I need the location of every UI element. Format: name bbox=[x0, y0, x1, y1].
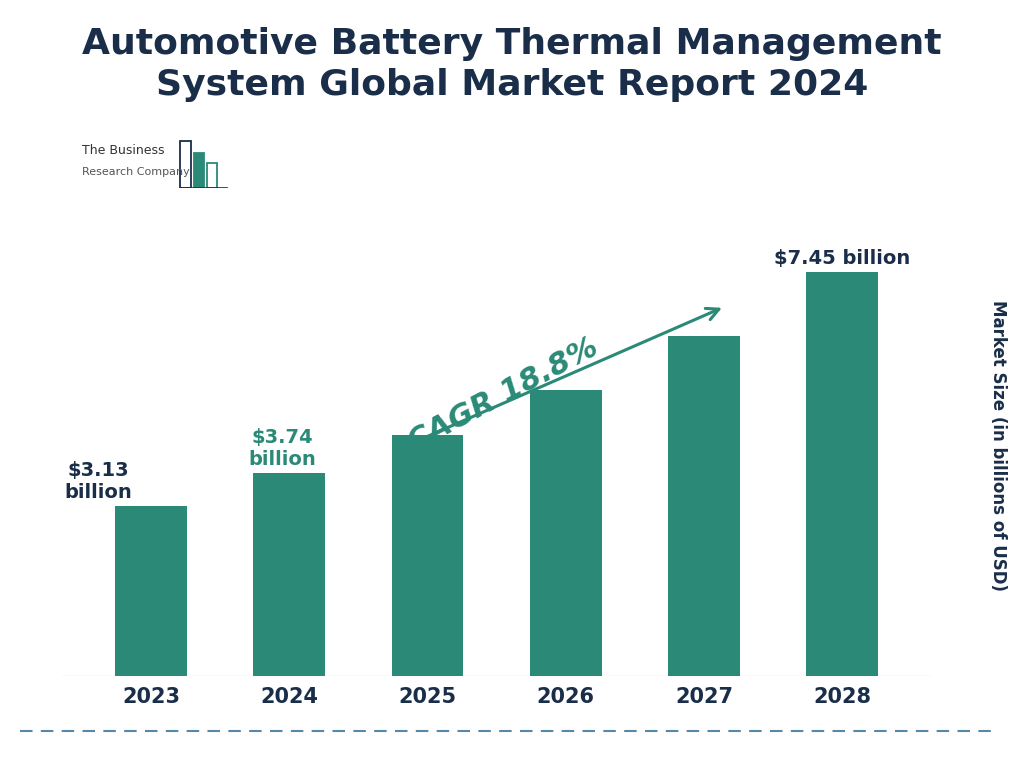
Bar bbox=[668, 336, 739, 676]
Text: CAGR 18.8%: CAGR 18.8% bbox=[403, 332, 603, 457]
Bar bbox=[391, 435, 464, 676]
Text: $3.74
billion: $3.74 billion bbox=[249, 428, 316, 468]
Bar bbox=[207, 164, 217, 188]
Text: Automotive Battery Thermal Management
System Global Market Report 2024: Automotive Battery Thermal Management Sy… bbox=[82, 27, 942, 101]
Text: The Business: The Business bbox=[82, 144, 165, 157]
Bar bbox=[806, 272, 878, 676]
Text: $7.45 billion: $7.45 billion bbox=[774, 249, 910, 267]
Bar bbox=[529, 390, 602, 676]
Bar bbox=[194, 154, 204, 188]
Bar bbox=[254, 473, 326, 676]
Bar bbox=[180, 141, 191, 188]
Text: Research Company: Research Company bbox=[82, 167, 189, 177]
Bar bbox=[116, 506, 187, 676]
Text: Market Size (in billions of USD): Market Size (in billions of USD) bbox=[989, 300, 1008, 591]
Text: $3.13
billion: $3.13 billion bbox=[65, 461, 133, 502]
